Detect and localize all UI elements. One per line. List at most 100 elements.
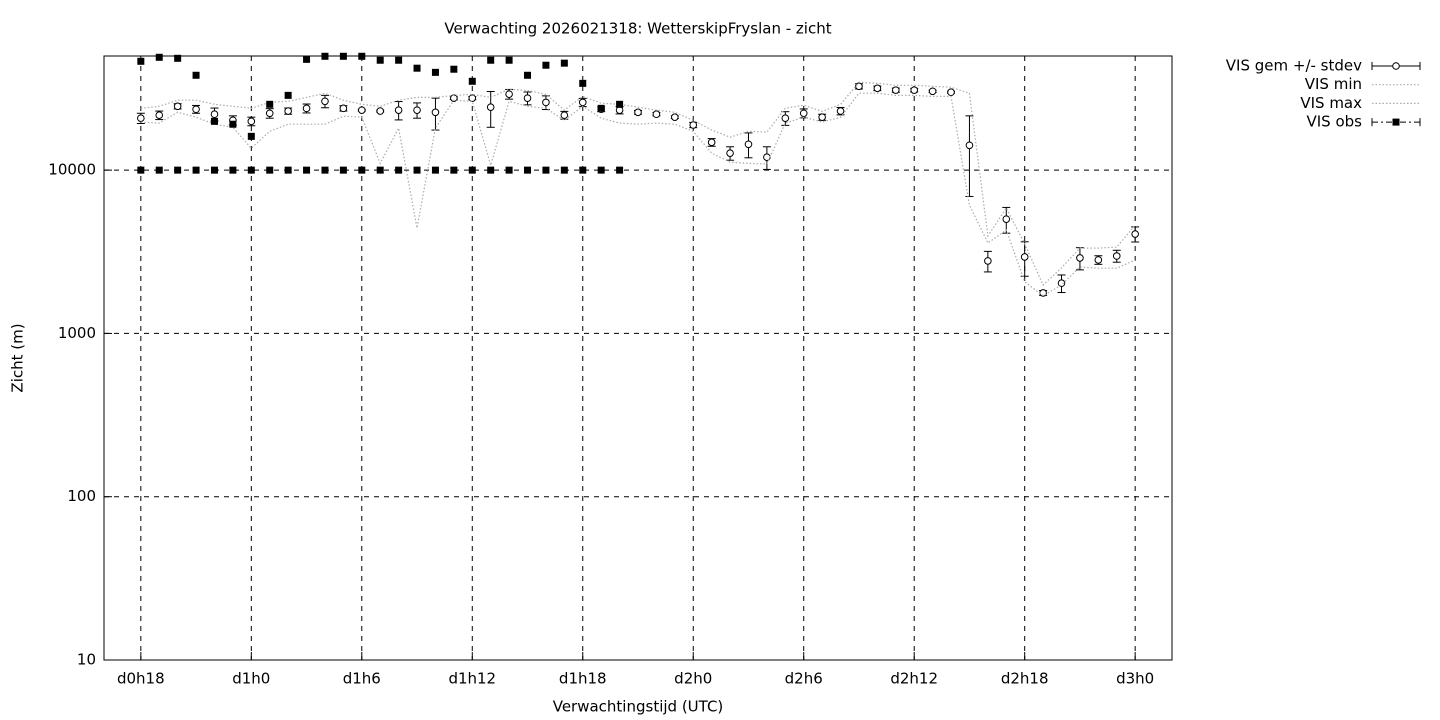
mean-point	[1076, 254, 1084, 262]
mean-point	[486, 103, 495, 111]
obs-point	[210, 166, 218, 174]
mean-point	[468, 94, 477, 102]
obs-point	[284, 91, 292, 99]
plot-frame	[103, 55, 1173, 661]
mean-point	[1002, 215, 1011, 223]
mean-point	[155, 111, 164, 119]
mean-point	[542, 98, 550, 107]
mean-point	[615, 106, 624, 114]
mean-point	[781, 114, 790, 122]
range-line	[140, 81, 1136, 287]
y-tick-label: 100	[67, 487, 96, 505]
mean-point	[707, 138, 716, 147]
mean-point	[339, 104, 348, 113]
x-axis-label: Verwachtingstijd (UTC)	[553, 698, 724, 716]
mean-point	[431, 108, 440, 117]
mean-point	[265, 109, 274, 118]
legend-label: VIS gem +/- stdev	[1226, 57, 1362, 75]
obs-point	[431, 68, 439, 76]
obs-point	[413, 166, 421, 174]
obs-point	[266, 166, 274, 174]
obs-point	[487, 166, 495, 174]
legend-swatch	[1392, 118, 1400, 126]
mean-point	[744, 140, 753, 149]
obs-point	[616, 166, 624, 174]
obs-point	[450, 166, 458, 174]
obs-point	[192, 71, 200, 79]
obs-point	[192, 166, 200, 174]
x-tick-label: d1h18	[559, 670, 607, 688]
mean-point	[1057, 279, 1066, 288]
obs-point	[247, 166, 255, 174]
obs-point	[597, 166, 605, 174]
mean-point	[671, 113, 679, 121]
mean-point	[505, 90, 513, 98]
mean-point	[1131, 230, 1139, 238]
mean-point	[634, 108, 642, 117]
obs-point	[284, 166, 292, 174]
mean-point	[394, 106, 403, 114]
obs-point	[137, 166, 145, 174]
obs-point	[597, 104, 605, 112]
obs-point	[616, 100, 624, 108]
mean-point	[173, 102, 182, 111]
obs-point	[339, 52, 347, 60]
mean-point	[910, 86, 919, 94]
obs-point	[247, 132, 255, 140]
obs-point	[155, 166, 163, 174]
obs-point	[303, 166, 311, 174]
obs-point	[413, 64, 421, 72]
mean-point	[192, 105, 200, 114]
legend-label: VIS min	[1305, 75, 1362, 93]
obs-point	[210, 117, 218, 125]
obs-point	[431, 166, 439, 174]
mean-point	[799, 109, 808, 118]
obs-point	[560, 166, 568, 174]
mean-point	[284, 107, 292, 115]
mean-point	[873, 84, 882, 93]
y-axis-label: Zicht (m)	[9, 323, 27, 392]
obs-point	[468, 77, 476, 85]
y-tick-label: 1000	[58, 324, 96, 342]
obs-point	[487, 56, 495, 64]
legend-label: VIS obs	[1307, 113, 1363, 131]
mean-point	[689, 121, 698, 129]
obs-point	[376, 166, 384, 174]
y-tick-label: 10000	[48, 161, 96, 179]
mean-point	[836, 107, 845, 115]
obs-point	[524, 166, 532, 174]
obs-point	[579, 79, 587, 87]
chart-title: Verwachting 2026021318: WetterskipFrysla…	[444, 20, 831, 38]
mean-point	[413, 106, 421, 114]
obs-point	[542, 61, 550, 69]
mean-point	[302, 104, 311, 113]
x-tick-label: d1h0	[232, 670, 270, 688]
x-tick-label: d0h18	[117, 670, 165, 688]
x-tick-label: d2h12	[890, 670, 938, 688]
obs-point	[358, 166, 366, 174]
obs-point	[174, 166, 182, 174]
x-tick-label: d2h18	[1001, 670, 1049, 688]
mean-point	[357, 106, 366, 114]
mean-point	[1020, 253, 1029, 261]
obs-point	[395, 166, 403, 174]
mean-point	[855, 82, 863, 91]
obs-point	[395, 56, 403, 64]
obs-point	[450, 65, 458, 73]
x-tick-label: d2h0	[674, 670, 712, 688]
obs-point	[524, 71, 532, 79]
obs-point	[321, 52, 329, 60]
mean-point	[726, 149, 734, 157]
y-tick-label: 10	[77, 651, 96, 669]
mean-point	[1094, 256, 1103, 264]
x-tick-label: d3h0	[1116, 670, 1154, 688]
mean-point	[984, 257, 992, 265]
mean-point	[928, 87, 937, 96]
mean-point	[247, 117, 256, 126]
obs-point	[321, 166, 329, 174]
obs-point	[174, 54, 182, 62]
legend-label: VIS max	[1300, 94, 1362, 112]
mean-point	[578, 98, 587, 107]
x-tick-label: d2h6	[785, 670, 823, 688]
mean-point	[137, 114, 145, 122]
